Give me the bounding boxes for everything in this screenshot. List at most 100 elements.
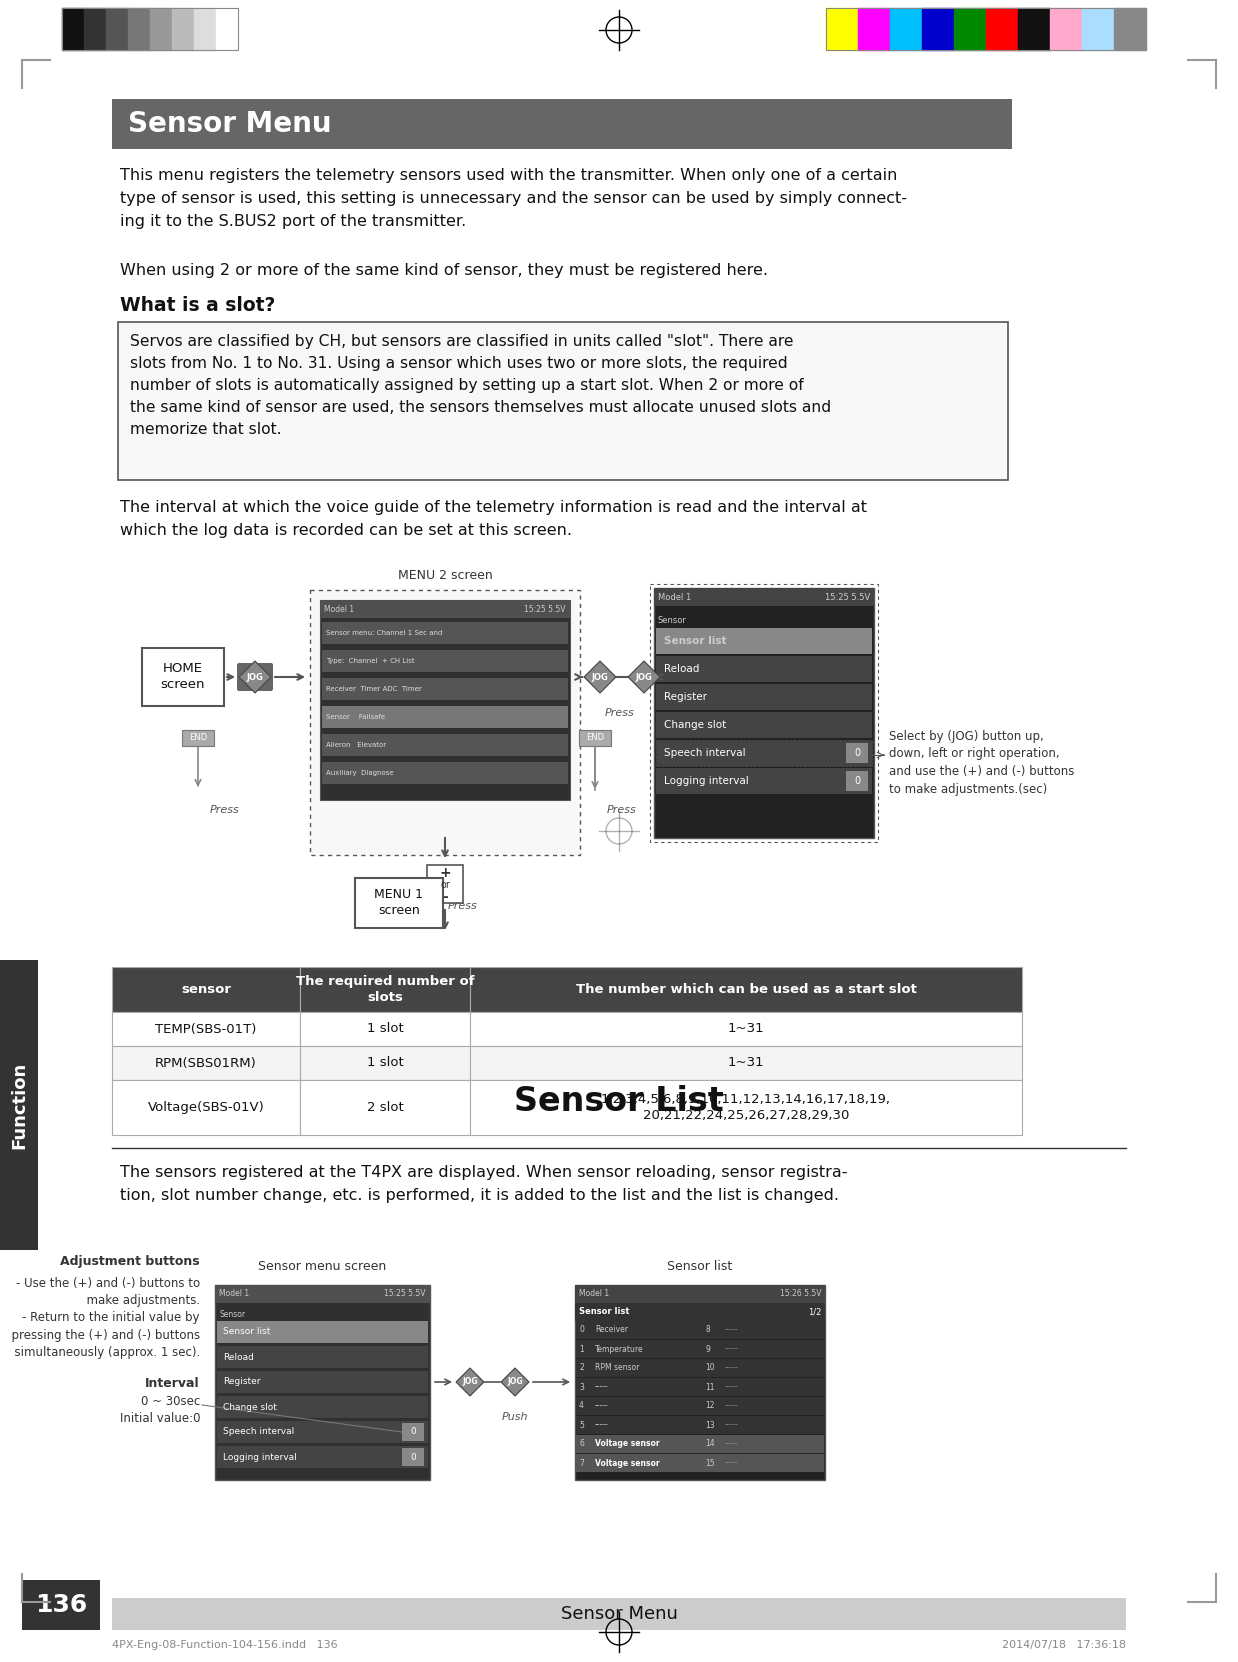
Text: sensor: sensor — [181, 982, 232, 996]
Text: Sensor menu screen: Sensor menu screen — [259, 1260, 386, 1273]
Text: 4PX-Eng-08-Function-104-156.indd   136: 4PX-Eng-08-Function-104-156.indd 136 — [111, 1640, 338, 1650]
Text: Sensor list: Sensor list — [579, 1308, 629, 1316]
Bar — [142, 648, 224, 706]
Bar — [217, 1396, 428, 1418]
Text: Model 1: Model 1 — [324, 605, 354, 613]
Text: -----: ----- — [595, 1383, 609, 1391]
Polygon shape — [628, 661, 660, 693]
Polygon shape — [456, 1368, 484, 1396]
Text: This menu registers the telemetry sensors used with the transmitter. When only o: This menu registers the telemetry sensor… — [120, 168, 907, 229]
Bar — [62, 8, 238, 50]
Text: JOG: JOG — [462, 1378, 478, 1386]
Text: 8: 8 — [704, 1326, 709, 1335]
Text: Function: Function — [10, 1062, 28, 1148]
Text: 0: 0 — [854, 748, 860, 758]
Bar — [322, 622, 568, 643]
Text: Sensor Menu: Sensor Menu — [128, 110, 332, 138]
Text: Sensor Menu: Sensor Menu — [561, 1605, 677, 1624]
Bar — [217, 1371, 428, 1393]
Text: Register: Register — [664, 691, 707, 701]
Bar — [846, 771, 868, 791]
Text: -----: ----- — [725, 1401, 739, 1411]
Text: Voltage(SBS-01V): Voltage(SBS-01V) — [147, 1100, 265, 1114]
Bar — [319, 600, 569, 799]
Text: Sensor List: Sensor List — [514, 1085, 724, 1119]
Text: RPM sensor: RPM sensor — [595, 1363, 639, 1373]
Text: Reload: Reload — [664, 665, 699, 675]
Bar — [576, 1321, 825, 1340]
Text: Sensor menu: Channel 1 Sec and: Sensor menu: Channel 1 Sec and — [326, 630, 442, 637]
Bar — [300, 1080, 470, 1135]
Bar — [402, 1423, 423, 1441]
Text: The number which can be used as a start slot: The number which can be used as a start … — [576, 982, 916, 996]
Text: 13: 13 — [704, 1421, 714, 1429]
Polygon shape — [501, 1368, 529, 1396]
Bar — [111, 1080, 300, 1135]
Text: JOG: JOG — [508, 1378, 522, 1386]
Bar — [1050, 8, 1082, 50]
Bar — [656, 711, 872, 738]
Text: Receiver  Timer ADC  Timer: Receiver Timer ADC Timer — [326, 686, 422, 691]
Text: -: - — [442, 889, 448, 904]
Text: 4: 4 — [579, 1401, 584, 1411]
Bar — [470, 1045, 1023, 1080]
Text: -----: ----- — [595, 1421, 609, 1429]
Text: 15:26 5.5V: 15:26 5.5V — [780, 1290, 821, 1298]
Bar — [826, 8, 858, 50]
Text: Type:  Channel  + CH List: Type: Channel + CH List — [326, 658, 415, 665]
Text: 15:25 5.5V: 15:25 5.5V — [385, 1290, 426, 1298]
Text: -----: ----- — [725, 1421, 739, 1429]
Bar — [300, 967, 470, 1012]
Text: 1,2,3,4,5,6,8,9,10,11,12,13,14,16,17,18,19,
20,21,22,24,25,26,27,28,29,30: 1,2,3,4,5,6,8,9,10,11,12,13,14,16,17,18,… — [600, 1094, 891, 1122]
Text: 10: 10 — [704, 1363, 714, 1373]
Text: +: + — [439, 866, 451, 879]
Bar — [579, 730, 612, 746]
Text: Voltage sensor: Voltage sensor — [595, 1459, 660, 1468]
Text: 136: 136 — [35, 1592, 87, 1617]
Bar — [118, 322, 1008, 480]
Bar — [150, 8, 172, 50]
Polygon shape — [584, 661, 617, 693]
Bar — [656, 685, 872, 710]
Bar — [319, 600, 569, 618]
Text: MENU 1
screen: MENU 1 screen — [375, 889, 423, 917]
Text: Voltage sensor: Voltage sensor — [595, 1439, 660, 1449]
Text: 3: 3 — [579, 1383, 584, 1391]
Text: 12: 12 — [704, 1401, 714, 1411]
Bar — [985, 8, 1018, 50]
Bar — [890, 8, 922, 50]
Text: The required number of
slots: The required number of slots — [296, 976, 474, 1004]
Text: 0: 0 — [854, 776, 860, 786]
Text: Sensor    Failsafe: Sensor Failsafe — [326, 715, 385, 720]
Text: Change slot: Change slot — [664, 720, 727, 730]
Bar — [470, 1012, 1023, 1045]
Text: Press: Press — [605, 708, 635, 718]
Text: or: or — [439, 879, 449, 889]
Text: 2: 2 — [579, 1363, 584, 1373]
Text: 15:25 5.5V: 15:25 5.5V — [525, 605, 566, 613]
Text: When using 2 or more of the same kind of sensor, they must be registered here.: When using 2 or more of the same kind of… — [120, 263, 768, 278]
Text: Aileron   Elevator: Aileron Elevator — [326, 741, 386, 748]
Bar — [470, 967, 1023, 1012]
Text: Adjustment buttons: Adjustment buttons — [61, 1255, 201, 1268]
Text: Sensor list: Sensor list — [664, 637, 727, 647]
Bar — [111, 100, 1011, 150]
Bar — [576, 1454, 825, 1473]
Text: 15: 15 — [704, 1459, 714, 1468]
Bar — [846, 743, 868, 763]
Text: 0: 0 — [410, 1428, 416, 1436]
Text: 1~31: 1~31 — [728, 1057, 764, 1070]
Text: 1~31: 1~31 — [728, 1022, 764, 1035]
Text: 1 slot: 1 slot — [366, 1022, 404, 1035]
Text: Register: Register — [223, 1378, 260, 1386]
Bar — [22, 1581, 100, 1630]
Bar — [656, 768, 872, 794]
Bar — [322, 650, 568, 671]
Bar — [310, 590, 579, 854]
Text: 0: 0 — [410, 1453, 416, 1461]
Text: 1/2: 1/2 — [807, 1308, 821, 1316]
Bar — [574, 1285, 825, 1303]
Bar — [62, 8, 84, 50]
Polygon shape — [239, 661, 271, 693]
Bar — [954, 8, 985, 50]
